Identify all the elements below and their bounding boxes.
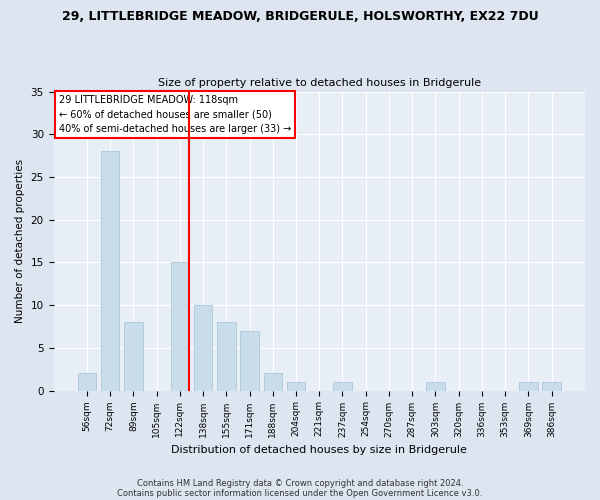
Bar — [333, 382, 352, 390]
Bar — [124, 322, 143, 390]
Text: Contains HM Land Registry data © Crown copyright and database right 2024.: Contains HM Land Registry data © Crown c… — [137, 478, 463, 488]
X-axis label: Distribution of detached houses by size in Bridgerule: Distribution of detached houses by size … — [172, 445, 467, 455]
Text: Contains public sector information licensed under the Open Government Licence v3: Contains public sector information licen… — [118, 488, 482, 498]
Bar — [77, 374, 96, 390]
Text: 29 LITTLEBRIDGE MEADOW: 118sqm
← 60% of detached houses are smaller (50)
40% of : 29 LITTLEBRIDGE MEADOW: 118sqm ← 60% of … — [59, 94, 291, 134]
Bar — [101, 152, 119, 390]
Bar — [287, 382, 305, 390]
Y-axis label: Number of detached properties: Number of detached properties — [15, 159, 25, 323]
Bar — [240, 331, 259, 390]
Bar — [519, 382, 538, 390]
Bar — [263, 374, 282, 390]
Bar — [194, 305, 212, 390]
Bar — [170, 262, 189, 390]
Title: Size of property relative to detached houses in Bridgerule: Size of property relative to detached ho… — [158, 78, 481, 88]
Bar — [217, 322, 236, 390]
Bar — [426, 382, 445, 390]
Bar — [542, 382, 561, 390]
Text: 29, LITTLEBRIDGE MEADOW, BRIDGERULE, HOLSWORTHY, EX22 7DU: 29, LITTLEBRIDGE MEADOW, BRIDGERULE, HOL… — [62, 10, 538, 23]
